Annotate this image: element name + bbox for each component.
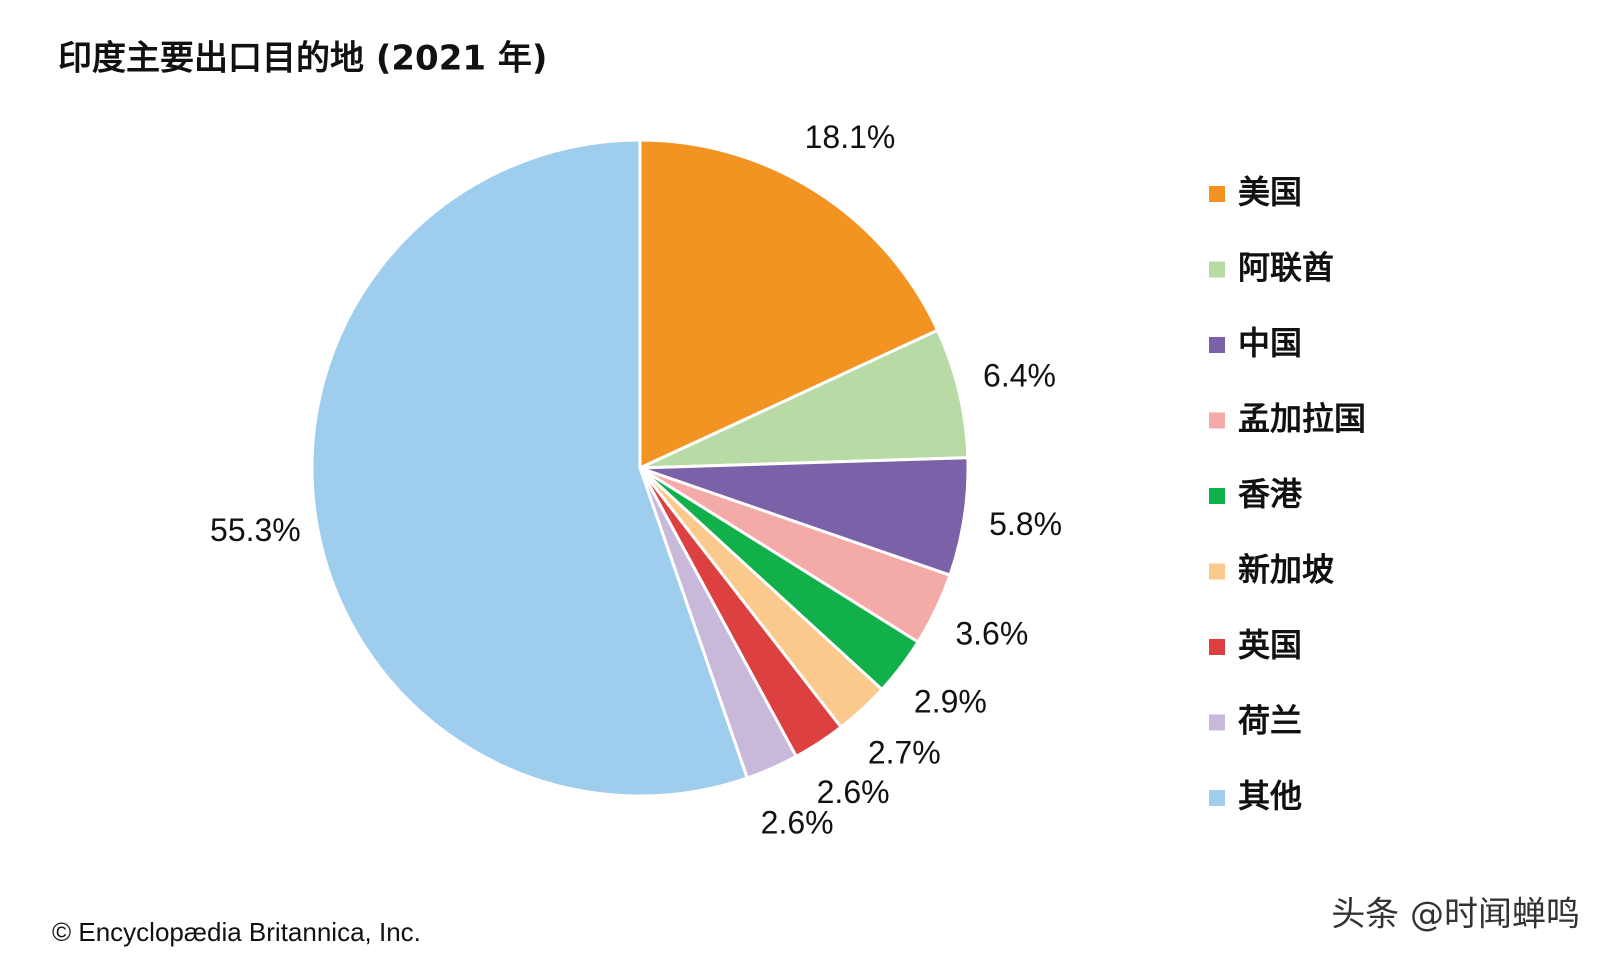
value-label: 55.3% [210,512,301,548]
legend-label: 阿联酋 [1238,249,1334,287]
legend-swatch [1209,714,1225,731]
legend-swatch [1209,337,1225,353]
pie-slice [638,138,940,471]
value-label: 18.1% [805,119,896,155]
value-label: 2.7% [868,734,941,770]
pie-slice [639,328,970,470]
legend-swatch [1209,563,1225,580]
legend-swatch [1209,790,1225,806]
legend-label: 中国 [1238,324,1302,362]
value-label: 5.8% [989,506,1062,542]
pie-slice [310,138,750,798]
legend-label: 新加坡 [1238,551,1334,589]
legend-label: 美国 [1238,173,1302,211]
legend-swatch [1209,639,1225,655]
legend-swatch [1209,488,1225,504]
legend-label: 荷兰 [1238,702,1302,740]
legend-label: 孟加拉国 [1238,400,1366,438]
value-label: 2.9% [914,684,987,720]
value-label: 2.6% [761,804,834,840]
credit: © Encyclopædia Britannica, Inc. [52,917,421,947]
legend-swatch [1209,412,1225,429]
legend-swatch [1209,261,1225,278]
legend-label: 其他 [1238,777,1302,815]
value-label: 6.4% [983,358,1056,394]
legend-swatch [1209,186,1225,202]
watermark: 头条 @时闻蝉鸣 [1331,895,1580,935]
value-label: 3.6% [955,616,1028,652]
legend-label: 香港 [1238,475,1303,513]
legend-label: 英国 [1238,626,1302,664]
value-label: 2.6% [817,774,890,810]
chart-title: 印度主要出口目的地 (2021 年) [58,39,547,79]
